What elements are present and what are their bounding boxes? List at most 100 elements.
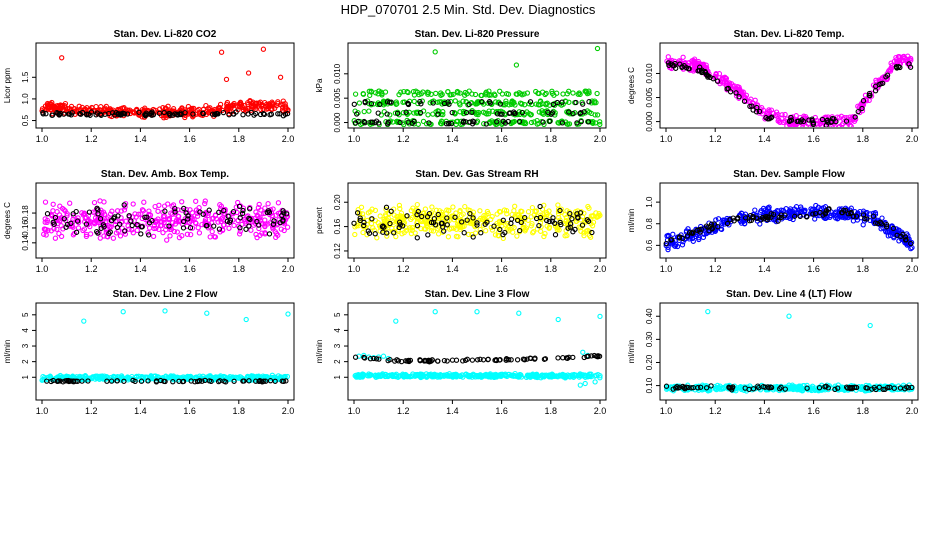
y-tick-label: 4 [21,328,30,333]
data-point [57,203,63,209]
data-point [559,99,565,105]
data-point [490,108,496,114]
data-point [466,101,472,108]
data-point [448,120,455,127]
data-point [560,91,566,97]
plot-frame [659,302,919,401]
y-axis-label: ml/min [315,340,324,364]
data-point [453,226,460,232]
data-point [355,372,361,378]
data-point [167,233,173,239]
data-point [457,109,463,115]
series-reference [44,202,290,238]
data-point [60,379,66,385]
panel-title: Stan. Dev. Amb. Box Temp. [101,169,229,180]
data-point [259,103,265,110]
data-point [117,233,124,239]
data-point [688,385,694,391]
data-point [171,228,177,235]
data-point [280,101,286,107]
data-point [399,120,406,126]
data-point [542,356,549,362]
data-point [172,209,178,215]
data-point [97,198,103,204]
data-point [863,382,869,389]
data-point [419,98,425,104]
data-point [409,215,415,221]
data-point [469,109,475,115]
y-tick-label: 0.12 [333,243,342,259]
data-point [457,207,463,214]
data-point [415,208,421,215]
data-point [387,356,393,363]
data-point [503,208,510,214]
data-point [254,234,260,241]
data-point [461,223,467,229]
data-point [588,213,594,219]
data-point [82,373,88,379]
data-point [557,207,563,214]
data-point [420,118,427,125]
data-point [835,382,841,388]
data-point [207,234,213,240]
data-point [385,119,391,125]
data-point [867,322,873,329]
data-point [798,206,805,212]
data-point [481,215,487,221]
data-point [59,55,65,61]
data-point [690,230,696,236]
data-point [400,371,406,377]
panel-title: Stan. Dev. Gas Stream RH [415,169,538,180]
data-point [74,218,81,224]
data-point [115,110,121,117]
data-point [459,219,465,225]
data-point [161,219,167,226]
data-point [676,58,683,64]
data-points [352,309,603,388]
data-point [358,372,364,378]
data-point [133,214,139,220]
data-point [355,223,361,229]
data-point [832,386,838,393]
data-point [713,71,719,78]
data-point [582,372,588,379]
data-point [266,231,273,237]
data-point [138,231,144,237]
data-point [194,378,201,385]
data-point [463,109,470,116]
data-point [514,357,521,363]
data-point [726,384,732,390]
x-tick-label: 1.8 [233,406,246,416]
data-point [773,386,780,392]
data-point [512,370,518,377]
plot-frame [347,42,607,129]
data-point [880,386,886,393]
data-point [180,218,187,225]
data-point [257,217,263,224]
data-point [373,118,380,124]
data-point [144,214,150,220]
data-point [246,215,252,222]
data-point [107,229,113,235]
data-point [395,227,402,233]
data-point [398,89,404,95]
data-point [236,203,243,210]
data-point [497,226,503,233]
y-axis-label: percent [315,206,324,233]
data-point [192,220,199,226]
data-point [847,122,853,127]
x-tick-label: 1.4 [758,406,771,416]
data-point [679,242,686,248]
data-point [256,225,262,232]
data-point [408,207,414,214]
data-point [121,207,128,213]
data-point [872,88,879,94]
data-point [850,218,857,224]
data-point [888,60,894,66]
data-point [903,57,909,63]
x-tick-label: 1.2 [397,406,410,416]
data-point [870,213,877,219]
data-point [467,210,473,217]
data-point [366,88,372,94]
